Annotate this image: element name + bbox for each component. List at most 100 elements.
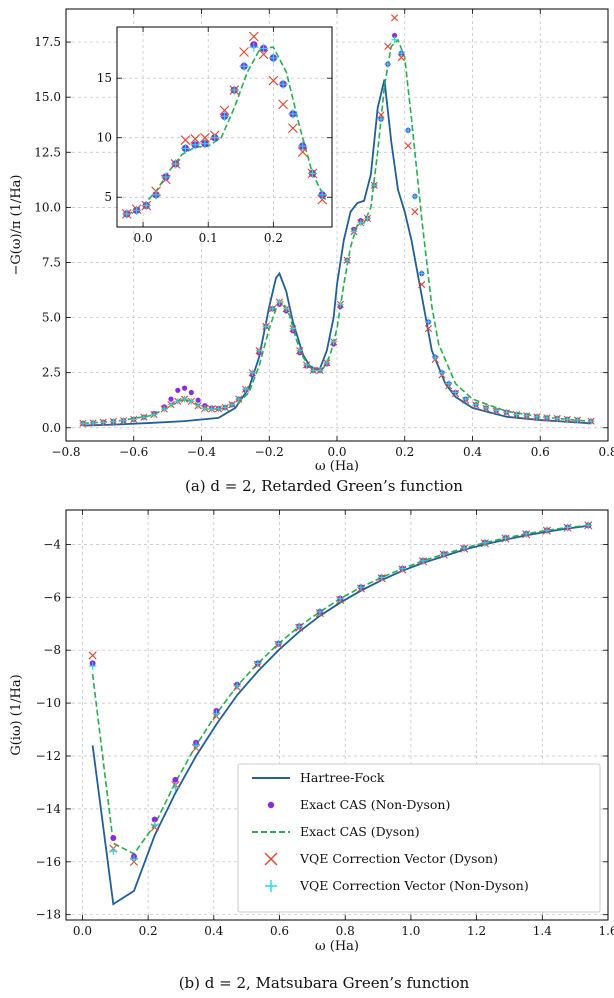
a-inset-point-vqe-correction-vector-dyson bbox=[180, 135, 191, 145]
a-point-vqe-correction-vector-non-dyson bbox=[482, 404, 490, 412]
a-point-vqe-correction-vector-non-dyson bbox=[208, 405, 215, 413]
a-point-vqe-correction-vector-non-dyson bbox=[130, 416, 138, 423]
b-x-axis-label: ω (Ha) bbox=[315, 939, 359, 954]
b-point-vqe-correction-vector-non-dyson bbox=[274, 639, 283, 648]
a-axes-frame bbox=[65, 8, 609, 442]
a-point-vqe-correction-vector-non-dyson bbox=[462, 395, 470, 403]
a-point-vqe-correction-vector-non-dyson bbox=[503, 409, 510, 416]
a-point-vqe-correction-vector-non-dyson bbox=[350, 228, 358, 235]
b-point-vqe-correction-vector-non-dyson bbox=[501, 534, 510, 542]
a-point-vqe-correction-vector-non-dyson bbox=[262, 323, 270, 330]
legend-label-exact-cas-non-dyson: Exact CAS (Non-Dyson) bbox=[300, 797, 450, 812]
a-point-vqe-correction-vector-non-dyson bbox=[140, 413, 148, 421]
a-point-exact-cas-non-dyson bbox=[391, 32, 398, 39]
a-point-vqe-correction-vector-non-dyson bbox=[438, 369, 446, 376]
b-x-tick-label: 1.4 bbox=[533, 924, 552, 938]
b-point-vqe-correction-vector-non-dyson bbox=[171, 783, 180, 792]
a-inset-point-vqe-correction-vector-dyson bbox=[200, 132, 210, 143]
b-x-tick-label: 0.0 bbox=[73, 924, 92, 938]
b-y-tick-label: −10 bbox=[36, 696, 61, 710]
b-point-exact-cas-non-dyson bbox=[110, 835, 117, 841]
a-point-vqe-correction-vector-non-dyson bbox=[255, 347, 263, 354]
b-y-axis-label: G(iω) (1/Ha) bbox=[9, 674, 24, 755]
a-point-vqe-correction-vector-dyson bbox=[390, 14, 399, 22]
a-point-vqe-correction-vector-non-dyson bbox=[120, 417, 127, 425]
a-point-vqe-correction-vector-non-dyson bbox=[201, 405, 209, 412]
a-x-tick-label: −0.6 bbox=[119, 445, 148, 459]
a-y-tick-label: 7.5 bbox=[42, 255, 61, 269]
legend-label-vqe-dyson: VQE Correction Vector (Dyson) bbox=[299, 851, 498, 866]
a-inset-point-vqe-correction-vector-dyson bbox=[248, 31, 259, 42]
b-x-tick-label: 0.2 bbox=[139, 924, 158, 938]
legend-label-exact-cas-dyson: Exact CAS (Dyson) bbox=[300, 824, 420, 839]
a-point-vqe-correction-vector-non-dyson bbox=[215, 405, 222, 413]
b-point-vqe-correction-vector-non-dyson bbox=[377, 573, 386, 582]
a-inset-point-vqe-correction-vector-dyson bbox=[219, 105, 230, 116]
b-axes-frame bbox=[65, 509, 609, 921]
a-inset-point-vqe-correction-vector-non-dyson bbox=[190, 140, 200, 150]
a-point-vqe-correction-vector-non-dyson bbox=[425, 318, 432, 326]
a-inset-point-vqe-correction-vector-non-dyson bbox=[141, 200, 151, 211]
a-x-tick-label: 0.6 bbox=[531, 445, 550, 459]
b-point-vqe-correction-vector-non-dyson bbox=[357, 583, 365, 592]
a-x-tick-label: 0.8 bbox=[598, 445, 614, 459]
a-point-vqe-correction-vector-non-dyson bbox=[564, 416, 571, 423]
b-y-tick-label: −12 bbox=[36, 749, 61, 763]
b-point-vqe-correction-vector-non-dyson bbox=[233, 682, 241, 690]
a-point-exact-cas-non-dyson bbox=[181, 385, 188, 391]
b-point-vqe-correction-vector-non-dyson bbox=[88, 662, 97, 670]
a-point-vqe-correction-vector-non-dyson bbox=[150, 411, 158, 418]
a-point-vqe-correction-vector-non-dyson bbox=[181, 395, 188, 403]
a-inset-point-vqe-correction-vector-non-dyson bbox=[122, 209, 132, 219]
b-point-vqe-correction-vector-non-dyson bbox=[192, 741, 200, 750]
a-point-vqe-correction-vector-non-dyson bbox=[553, 415, 561, 422]
a-inset-y-tick-label: 10 bbox=[97, 131, 112, 145]
a-point-vqe-correction-vector-dyson bbox=[424, 325, 433, 333]
a-inset-point-vqe-correction-vector-dyson bbox=[268, 75, 279, 86]
a-point-vqe-correction-vector-non-dyson bbox=[364, 215, 371, 222]
a-inset-point-vqe-correction-vector-dyson bbox=[239, 47, 249, 57]
a-inset-series-exact-cas-dyson bbox=[126, 46, 327, 216]
a-point-vqe-correction-vector-non-dyson bbox=[303, 361, 310, 369]
legend-label-hartree-fock: Hartree-Fock bbox=[300, 770, 385, 785]
a-y-tick-label: 12.5 bbox=[34, 145, 61, 159]
a-point-vqe-correction-vector-non-dyson bbox=[276, 298, 283, 306]
a-x-tick-label: −0.2 bbox=[255, 445, 284, 459]
b-point-vqe-correction-vector-non-dyson bbox=[295, 622, 304, 631]
b-point-vqe-correction-vector-non-dyson bbox=[398, 564, 407, 573]
a-point-vqe-correction-vector-non-dyson bbox=[377, 115, 385, 123]
a-point-vqe-correction-vector-dyson bbox=[384, 42, 392, 51]
a-point-vqe-correction-vector-non-dyson bbox=[431, 353, 439, 361]
a-inset-point-vqe-correction-vector-non-dyson bbox=[268, 53, 278, 63]
a-x-axis-label: ω (Ha) bbox=[315, 459, 359, 474]
a-point-vqe-correction-vector-non-dyson bbox=[472, 401, 480, 408]
legend-entry-vqe-dyson: VQE Correction Vector (Dyson) bbox=[264, 851, 498, 866]
legend-label-vqe-non-dyson: VQE Correction Vector (Non-Dyson) bbox=[299, 878, 529, 893]
a-inset-point-vqe-correction-vector-dyson bbox=[297, 147, 308, 157]
a-inset-point-vqe-correction-vector-non-dyson bbox=[317, 190, 327, 200]
a-point-vqe-correction-vector-non-dyson bbox=[445, 380, 453, 387]
b-x-tick-label: 1.0 bbox=[401, 924, 420, 938]
a-inset-point-vqe-correction-vector-dyson bbox=[288, 123, 298, 134]
a-point-vqe-correction-vector-non-dyson bbox=[249, 369, 256, 376]
a-point-vqe-correction-vector-non-dyson bbox=[391, 36, 398, 44]
a-point-vqe-correction-vector-non-dyson bbox=[296, 347, 304, 354]
a-point-vqe-correction-vector-non-dyson bbox=[452, 389, 459, 396]
a-y-tick-label: 15.0 bbox=[34, 90, 61, 104]
a-y-tick-label: 5.0 bbox=[42, 311, 61, 325]
a-inset-point-vqe-correction-vector-non-dyson bbox=[239, 61, 249, 71]
a-y-tick-label: 0.0 bbox=[42, 421, 61, 435]
b-point-vqe-correction-vector-non-dyson bbox=[336, 594, 345, 603]
a-x-tick-label: −0.8 bbox=[51, 445, 80, 459]
b-y-tick-label: −4 bbox=[43, 537, 61, 551]
a-y-tick-label: 17.5 bbox=[34, 35, 61, 49]
b-x-tick-label: 0.6 bbox=[270, 924, 289, 938]
a-inset-point-vqe-correction-vector-non-dyson bbox=[249, 42, 259, 52]
a-point-vqe-correction-vector-dyson bbox=[411, 208, 419, 216]
a-point-vqe-correction-vector-non-dyson bbox=[110, 418, 117, 425]
legend-entry-exact-cas-non-dyson: Exact CAS (Non-Dyson) bbox=[267, 797, 450, 812]
a-point-vqe-correction-vector-non-dyson bbox=[357, 219, 365, 227]
a-inset-point-vqe-correction-vector-non-dyson bbox=[180, 143, 191, 154]
a-inset-point-vqe-correction-vector-dyson bbox=[258, 49, 269, 60]
